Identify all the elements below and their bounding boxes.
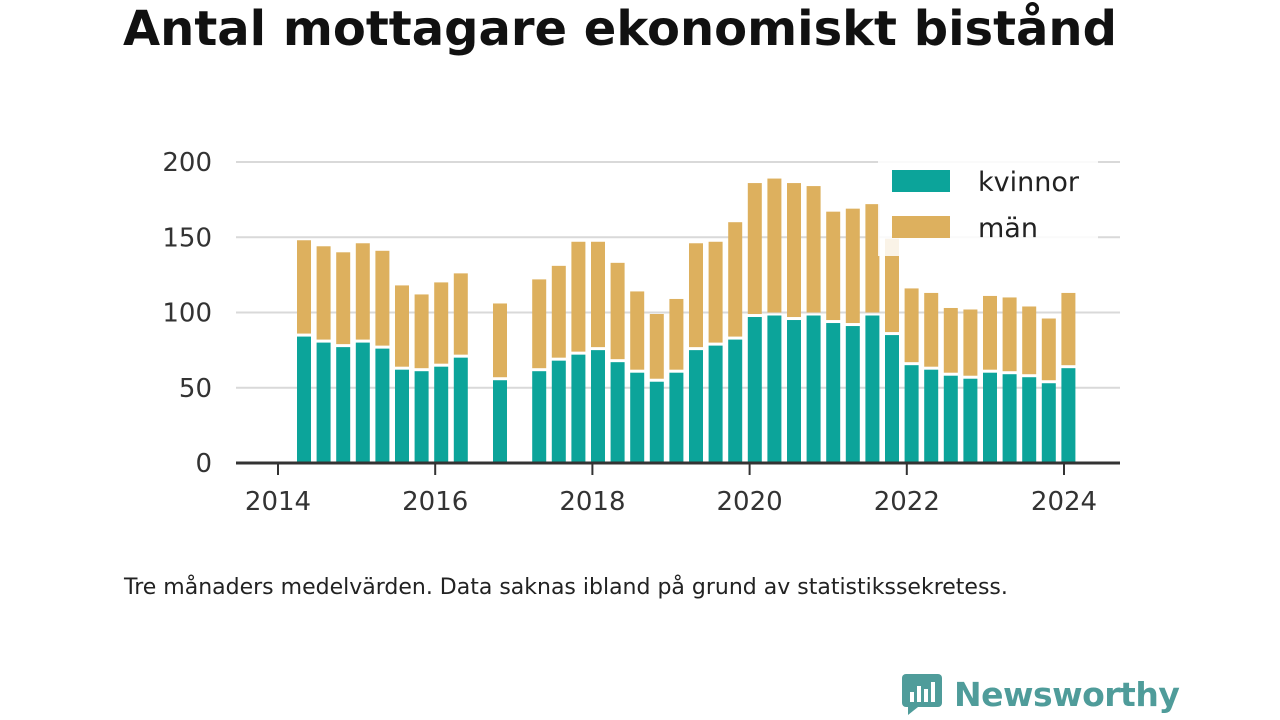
bar-kvinnor bbox=[650, 382, 664, 463]
bar-kvinnor bbox=[395, 370, 409, 463]
bar-man bbox=[434, 282, 448, 363]
bar-kvinnor bbox=[454, 358, 468, 463]
y-tick-label: 0 bbox=[195, 449, 212, 479]
bar-man bbox=[709, 242, 723, 343]
bar-man bbox=[1003, 297, 1017, 371]
bar-kvinnor bbox=[1061, 368, 1075, 463]
bar-man bbox=[395, 285, 409, 366]
bar-kvinnor bbox=[532, 371, 546, 463]
legend-label: män bbox=[978, 213, 1038, 244]
x-tick-label: 2016 bbox=[402, 487, 468, 517]
bar-man bbox=[787, 183, 801, 317]
bar-kvinnor bbox=[434, 367, 448, 463]
bar-kvinnor bbox=[748, 317, 762, 463]
bar-kvinnor bbox=[807, 316, 821, 463]
bar-kvinnor bbox=[493, 380, 507, 463]
x-tick-label: 2014 bbox=[245, 487, 311, 517]
bar-man bbox=[571, 242, 585, 352]
bar-man bbox=[865, 204, 879, 312]
bar-man bbox=[748, 183, 762, 314]
bar-kvinnor bbox=[1022, 377, 1036, 463]
bar-kvinnor bbox=[1042, 383, 1056, 463]
chart: 0 50 100 150 200 2014 2016 2018 2020 2022 2024 kvi… bbox=[0, 0, 1280, 560]
bar-kvinnor bbox=[336, 347, 350, 463]
y-tick-label: 100 bbox=[162, 299, 212, 329]
bar-kvinnor bbox=[630, 373, 644, 463]
bar-kvinnor bbox=[963, 379, 977, 463]
bar-kvinnor bbox=[297, 337, 311, 463]
bar-kvinnor bbox=[905, 365, 919, 463]
brand-name: Newsworthy bbox=[954, 675, 1179, 714]
y-tick-label: 150 bbox=[162, 223, 212, 253]
bar-man bbox=[336, 252, 350, 344]
bar-man bbox=[630, 291, 644, 369]
bar-kvinnor bbox=[669, 373, 683, 463]
bar-man bbox=[552, 266, 566, 358]
bar-kvinnor bbox=[944, 376, 958, 463]
bar-man bbox=[767, 179, 781, 313]
bar-man bbox=[1042, 319, 1056, 381]
bar-kvinnor bbox=[591, 350, 605, 463]
bar-man bbox=[415, 294, 429, 368]
bar-man bbox=[944, 308, 958, 373]
bar-man bbox=[493, 303, 507, 377]
bar-kvinnor bbox=[415, 371, 429, 463]
bar-kvinnor bbox=[375, 349, 389, 463]
x-tick-label: 2022 bbox=[874, 487, 940, 517]
bar-kvinnor bbox=[846, 326, 860, 463]
bar-kvinnor bbox=[924, 370, 938, 463]
bar-man bbox=[297, 240, 311, 333]
x-tick-label: 2018 bbox=[559, 487, 625, 517]
legend-swatch bbox=[892, 216, 950, 238]
y-tick-label: 50 bbox=[179, 374, 212, 404]
bar-man bbox=[983, 296, 997, 370]
bar-man bbox=[532, 279, 546, 368]
bar-kvinnor bbox=[689, 350, 703, 463]
legend-swatch bbox=[892, 170, 950, 192]
bar-man bbox=[826, 212, 840, 320]
bar-kvinnor bbox=[317, 343, 331, 463]
bar-man bbox=[454, 273, 468, 354]
bar-man bbox=[1022, 306, 1036, 374]
bar-kvinnor bbox=[885, 335, 899, 463]
legend: kvinnor män bbox=[878, 156, 1098, 256]
bar-kvinnor bbox=[767, 316, 781, 463]
bar-man bbox=[669, 299, 683, 370]
bar-kvinnor bbox=[728, 340, 742, 463]
bar-kvinnor bbox=[552, 361, 566, 463]
bar-kvinnor bbox=[1003, 374, 1017, 463]
bar-man bbox=[591, 242, 605, 347]
bar-man bbox=[375, 251, 389, 346]
bar-kvinnor bbox=[865, 316, 879, 463]
y-tick-label: 200 bbox=[162, 148, 212, 178]
bar-man bbox=[611, 263, 625, 359]
bar-man bbox=[963, 309, 977, 375]
x-tick-label: 2020 bbox=[717, 487, 783, 517]
bar-man bbox=[689, 243, 703, 347]
bar-man bbox=[1061, 293, 1075, 365]
chart-footnote: Tre månaders medelvärden. Data saknas ib… bbox=[124, 575, 1008, 600]
bar-man bbox=[807, 186, 821, 312]
bar-kvinnor bbox=[709, 346, 723, 463]
bar-man bbox=[846, 209, 860, 323]
bar-kvinnor bbox=[826, 323, 840, 463]
bar-kvinnor bbox=[611, 362, 625, 463]
bar-man bbox=[924, 293, 938, 367]
legend-label: kvinnor bbox=[978, 167, 1080, 198]
bar-kvinnor bbox=[356, 343, 370, 463]
bar-man bbox=[317, 246, 331, 339]
brand-logo[interactable]: Newsworthy bbox=[900, 668, 1179, 720]
bar-kvinnor bbox=[983, 373, 997, 463]
bar-man bbox=[905, 288, 919, 362]
bar-kvinnor bbox=[571, 355, 585, 463]
newsworthy-logo-icon bbox=[900, 672, 944, 716]
x-tick-label: 2024 bbox=[1031, 487, 1097, 517]
bar-man bbox=[356, 243, 370, 339]
bar-man bbox=[728, 222, 742, 336]
bar-kvinnor bbox=[787, 320, 801, 463]
bar-man bbox=[650, 314, 664, 379]
